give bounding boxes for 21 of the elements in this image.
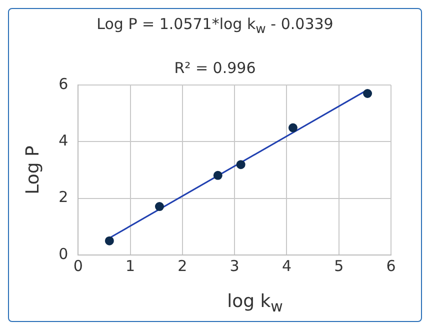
chart-title: Log P = 1.0571*log k$_{w}$ - 0.0339: [96, 15, 334, 36]
x-tick-label: 2: [178, 256, 188, 275]
x-tick-label: 1: [126, 256, 136, 275]
y-axis-title: Log P: [22, 145, 44, 194]
y-tick-label: 6: [58, 74, 68, 93]
point: [363, 89, 372, 98]
point: [104, 236, 114, 246]
x-tick-label: 4: [282, 256, 292, 275]
y-tick-label: 4: [58, 132, 68, 150]
point: [213, 170, 222, 180]
chart-subtitle: R² = 0.996: [174, 59, 256, 77]
x-tick-label: 6: [386, 256, 396, 275]
point: [154, 202, 164, 212]
x-tick-label: 5: [334, 256, 344, 275]
x-tick-label: 0: [73, 256, 83, 275]
y-tick-label: 0: [58, 244, 68, 263]
x-tick-label: 3: [230, 256, 240, 275]
point: [288, 123, 298, 132]
y-tick-label: 2: [58, 188, 68, 206]
point: [236, 160, 246, 170]
x-axis-title: log k$_{w}$: [226, 291, 284, 316]
